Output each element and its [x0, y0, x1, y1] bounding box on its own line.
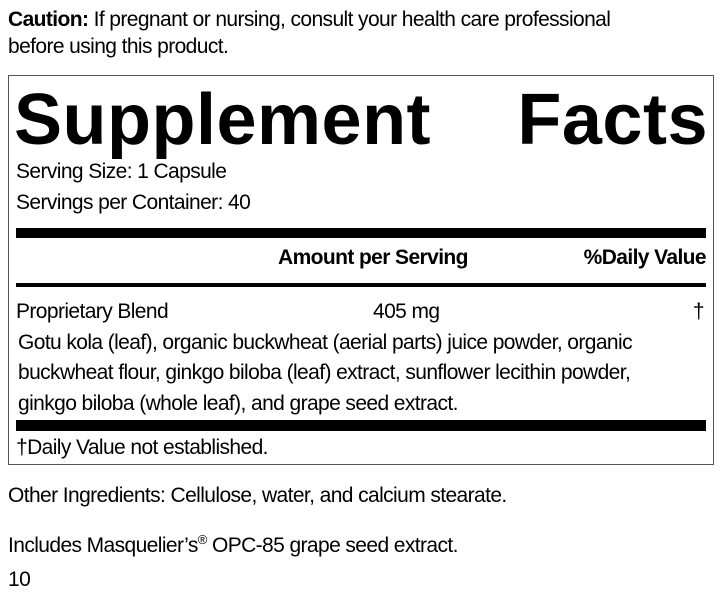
caution-line-2: before using this product. — [8, 35, 229, 58]
header-amount-per-serving: Amount per Serving — [278, 246, 468, 269]
caution-line-1: Caution: If pregnant or nursing, consult… — [8, 8, 611, 32]
row-daily-value: † — [692, 300, 705, 323]
header-daily-value: %Daily Value — [583, 246, 707, 269]
thick-divider-bottom — [16, 420, 706, 431]
caution-text: If pregnant or nursing, consult your hea… — [88, 8, 611, 31]
ingredients-line-3: ginkgo biloba (whole leaf), and grape se… — [18, 392, 458, 415]
footnote: †Daily Value not established. — [16, 436, 268, 459]
includes-text-rest: OPC-85 grape seed extract. — [206, 534, 458, 557]
title-word-facts: Facts — [517, 80, 708, 160]
row-amount: 405 mg — [373, 300, 440, 323]
serving-size: Serving Size: 1 Capsule — [16, 160, 227, 183]
other-ingredients: Other Ingredients: Cellulose, water, and… — [8, 484, 507, 507]
ingredients-line-1: Gotu kola (leaf), organic buckwheat (aer… — [18, 331, 633, 354]
servings-per-container: Servings per Container: 40 — [16, 191, 251, 214]
thin-divider — [16, 283, 706, 287]
ingredients-line-2: buckwheat flour, ginkgo biloba (leaf) ex… — [18, 361, 631, 384]
title-word-supplement: Supplement — [14, 80, 432, 160]
includes-statement: Includes Masquelier’s® OPC-85 grape seed… — [8, 528, 458, 558]
registered-mark: ® — [197, 532, 208, 547]
thick-divider-top — [16, 228, 706, 238]
supplement-facts-panel — [8, 75, 714, 465]
product-code: 10 — [8, 568, 31, 591]
row-name: Proprietary Blend — [16, 300, 169, 323]
caution-label: Caution: — [8, 8, 89, 31]
panel-title: Supplement Facts — [14, 80, 708, 160]
includes-text: Includes Masquelier’s — [8, 534, 198, 557]
